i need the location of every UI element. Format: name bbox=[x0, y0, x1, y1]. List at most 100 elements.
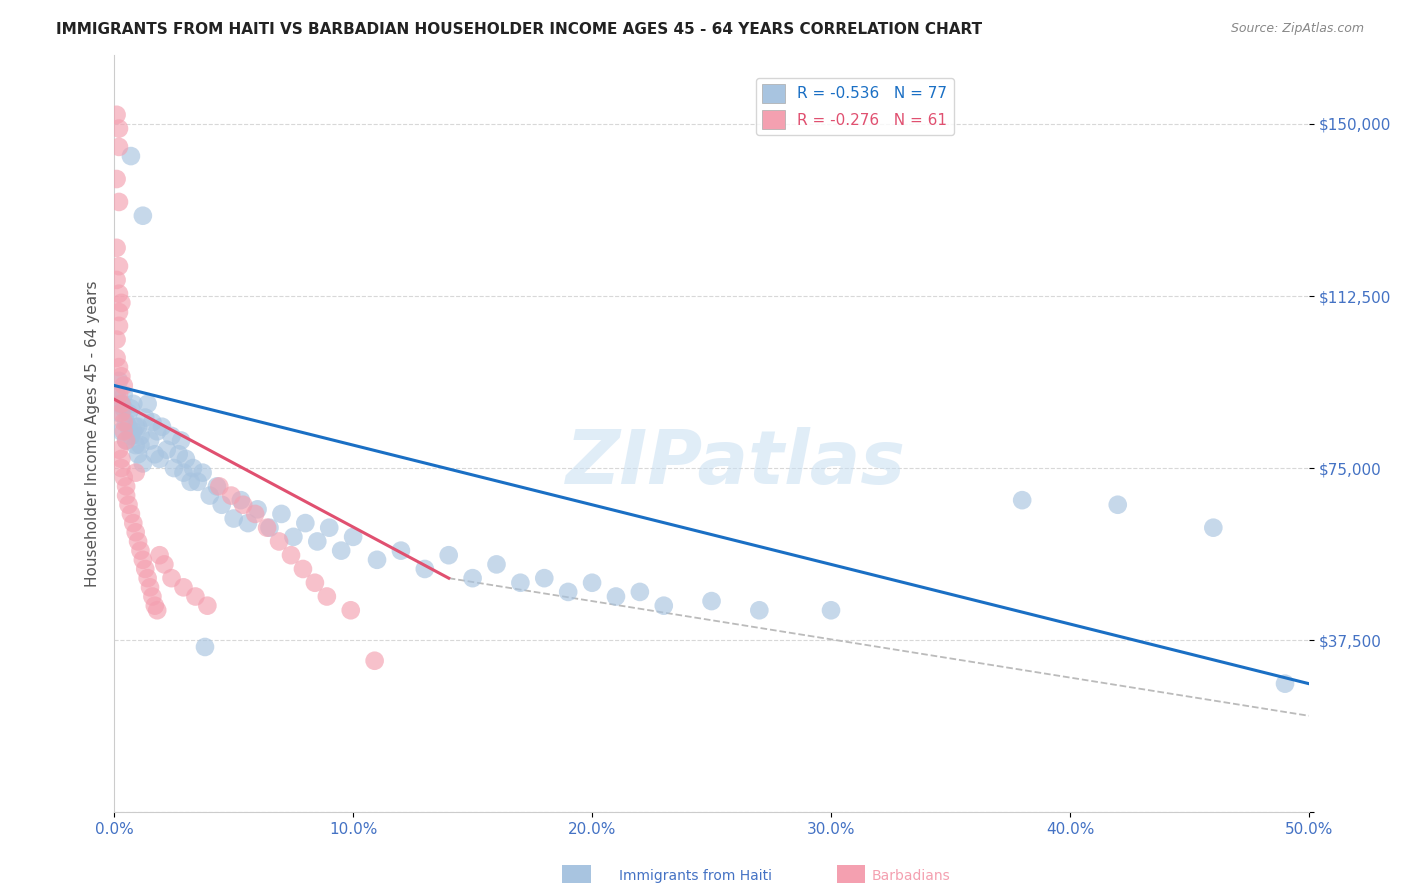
Point bbox=[108, 318, 131, 333]
Point bbox=[108, 286, 131, 301]
Point bbox=[115, 434, 138, 448]
Point bbox=[110, 461, 132, 475]
Point bbox=[581, 575, 603, 590]
Point bbox=[160, 429, 183, 443]
Point bbox=[110, 406, 132, 420]
Point bbox=[112, 387, 135, 401]
Point bbox=[1274, 676, 1296, 690]
Point bbox=[105, 387, 128, 401]
Point bbox=[194, 640, 217, 654]
Point bbox=[132, 209, 155, 223]
Point bbox=[219, 489, 242, 503]
Point bbox=[318, 521, 340, 535]
Point bbox=[108, 259, 131, 273]
Point bbox=[172, 466, 194, 480]
Point bbox=[605, 590, 627, 604]
Point bbox=[136, 571, 159, 585]
Point bbox=[363, 654, 385, 668]
Point bbox=[108, 406, 131, 420]
Point bbox=[652, 599, 675, 613]
Point bbox=[149, 548, 172, 562]
Point bbox=[187, 475, 209, 489]
Point bbox=[110, 397, 132, 411]
Point bbox=[180, 475, 202, 489]
Point bbox=[700, 594, 723, 608]
Point bbox=[184, 590, 207, 604]
Point bbox=[132, 553, 155, 567]
Point bbox=[153, 558, 176, 572]
Point bbox=[748, 603, 770, 617]
Point bbox=[108, 140, 131, 154]
Point bbox=[129, 543, 152, 558]
Point bbox=[208, 479, 231, 493]
Point bbox=[108, 305, 131, 319]
Point bbox=[195, 599, 218, 613]
Point bbox=[122, 516, 145, 530]
Point bbox=[115, 479, 138, 493]
Point bbox=[120, 149, 142, 163]
Point bbox=[112, 425, 135, 439]
Point bbox=[280, 548, 302, 562]
Point bbox=[125, 525, 148, 540]
Point bbox=[533, 571, 555, 585]
Point bbox=[110, 296, 132, 310]
Point bbox=[330, 543, 353, 558]
Point bbox=[105, 273, 128, 287]
Point bbox=[125, 438, 148, 452]
Point bbox=[120, 401, 142, 416]
Point bbox=[270, 507, 292, 521]
Point bbox=[229, 493, 252, 508]
Text: ZIPatlas: ZIPatlas bbox=[565, 427, 905, 500]
Point bbox=[110, 451, 132, 466]
Y-axis label: Householder Income Ages 45 - 64 years: Householder Income Ages 45 - 64 years bbox=[86, 280, 100, 587]
Point bbox=[283, 530, 305, 544]
Point bbox=[243, 507, 266, 521]
Point bbox=[1107, 498, 1129, 512]
Point bbox=[170, 434, 193, 448]
Point bbox=[127, 534, 149, 549]
Point bbox=[628, 585, 651, 599]
Point bbox=[211, 498, 233, 512]
Point bbox=[139, 434, 162, 448]
Point bbox=[461, 571, 484, 585]
Point bbox=[485, 558, 508, 572]
Point bbox=[181, 461, 204, 475]
Point bbox=[105, 241, 128, 255]
Point bbox=[156, 442, 179, 457]
Text: Source: ZipAtlas.com: Source: ZipAtlas.com bbox=[1230, 22, 1364, 36]
Point bbox=[141, 590, 163, 604]
Point bbox=[120, 429, 142, 443]
Point bbox=[146, 603, 169, 617]
Point bbox=[129, 438, 152, 452]
Point bbox=[366, 553, 388, 567]
Point bbox=[105, 351, 128, 365]
Point bbox=[191, 466, 214, 480]
Point bbox=[108, 360, 131, 375]
Legend: R = -0.536   N = 77, R = -0.276   N = 61: R = -0.536 N = 77, R = -0.276 N = 61 bbox=[756, 78, 953, 135]
Point bbox=[136, 397, 159, 411]
Point bbox=[307, 534, 329, 549]
Point bbox=[115, 434, 138, 448]
Point bbox=[1202, 521, 1225, 535]
Point bbox=[117, 498, 139, 512]
Point bbox=[117, 406, 139, 420]
Point bbox=[149, 451, 172, 466]
Point bbox=[246, 502, 269, 516]
Point bbox=[256, 521, 278, 535]
Point bbox=[105, 172, 128, 186]
Point bbox=[389, 543, 412, 558]
Point bbox=[167, 447, 190, 461]
Point bbox=[141, 415, 163, 429]
Point bbox=[110, 397, 132, 411]
Point bbox=[222, 511, 245, 525]
Point bbox=[172, 580, 194, 594]
Point bbox=[232, 498, 254, 512]
Text: Barbadians: Barbadians bbox=[872, 869, 950, 883]
Point bbox=[437, 548, 460, 562]
Point bbox=[205, 479, 228, 493]
Point bbox=[120, 507, 142, 521]
Point bbox=[139, 580, 162, 594]
Point bbox=[304, 575, 326, 590]
Point bbox=[110, 425, 132, 439]
Point bbox=[294, 516, 316, 530]
